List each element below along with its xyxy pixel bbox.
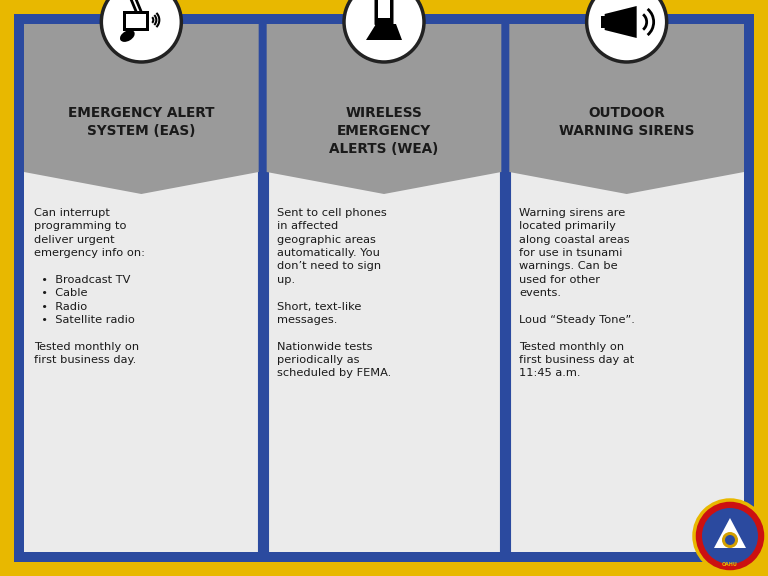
Circle shape (586, 0, 667, 63)
Text: OAHU: OAHU (722, 562, 738, 567)
FancyBboxPatch shape (378, 0, 390, 18)
Text: EMERGENCY ALERT
SYSTEM (EAS): EMERGENCY ALERT SYSTEM (EAS) (68, 106, 214, 138)
Polygon shape (266, 24, 502, 194)
Polygon shape (24, 24, 259, 194)
Circle shape (101, 0, 181, 62)
FancyBboxPatch shape (601, 16, 607, 28)
FancyBboxPatch shape (126, 14, 147, 28)
FancyBboxPatch shape (509, 24, 744, 552)
Circle shape (344, 0, 424, 62)
Text: OUTDOOR
WARNING SIRENS: OUTDOOR WARNING SIRENS (559, 106, 694, 138)
Circle shape (694, 500, 766, 572)
FancyBboxPatch shape (266, 24, 502, 552)
Text: Sent to cell phones
in affected
geographic areas
automatically. You
don’t need t: Sent to cell phones in affected geograph… (276, 208, 391, 378)
Ellipse shape (120, 30, 134, 42)
Circle shape (722, 532, 738, 548)
Text: WIRELESS
EMERGENCY
ALERTS (WEA): WIRELESS EMERGENCY ALERTS (WEA) (329, 106, 439, 156)
Text: Can interrupt
programming to
deliver urgent
emergency info on:

  •  Broadcast T: Can interrupt programming to deliver urg… (34, 208, 145, 365)
FancyBboxPatch shape (14, 14, 754, 562)
Circle shape (725, 535, 735, 545)
Polygon shape (604, 6, 637, 38)
Polygon shape (509, 24, 744, 194)
FancyBboxPatch shape (24, 24, 259, 552)
Polygon shape (714, 518, 746, 548)
Circle shape (587, 0, 667, 62)
Circle shape (101, 0, 182, 63)
FancyBboxPatch shape (375, 0, 393, 25)
Circle shape (702, 508, 758, 564)
Text: Warning sirens are
located primarily
along coastal areas
for use in tsunami
warn: Warning sirens are located primarily alo… (519, 208, 635, 378)
Polygon shape (366, 24, 402, 40)
FancyBboxPatch shape (124, 11, 149, 31)
Circle shape (343, 0, 425, 63)
